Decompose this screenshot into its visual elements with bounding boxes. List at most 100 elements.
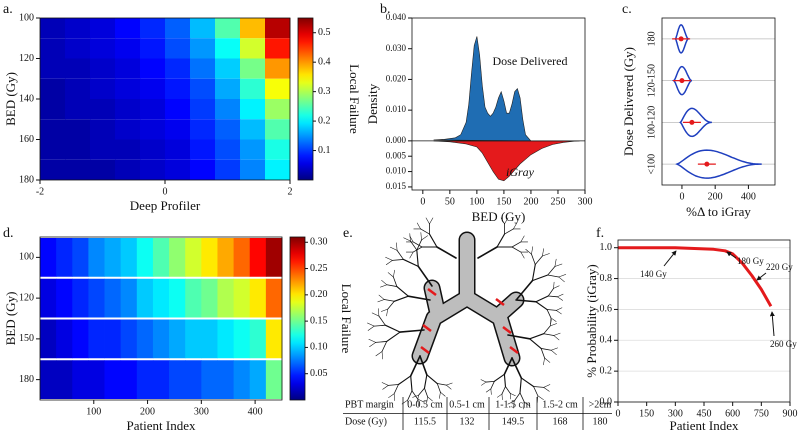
airway-branch [375, 351, 383, 357]
heatmap-cell [136, 278, 154, 318]
airway-branch [547, 295, 558, 298]
airway-branch [417, 398, 419, 407]
x-tick-label: 50 [445, 196, 455, 207]
heatmap-cell [217, 360, 234, 399]
airway-branch [556, 310, 562, 315]
colorbar-label: Local Failure [347, 64, 362, 134]
airway-branch [511, 241, 522, 248]
heatmap-cell [90, 99, 116, 120]
airway-branch [388, 393, 395, 398]
line [618, 246, 773, 308]
y-tick-label: 150 [19, 333, 34, 344]
airway-branch [540, 348, 545, 359]
airway-branch [550, 317, 557, 322]
airway-branch [543, 387, 550, 392]
heatmap-cell [165, 78, 191, 99]
table-cell: 1.5-2 cm [542, 399, 578, 410]
airway-branch [520, 251, 525, 259]
y-tick-label: 0.010 [386, 104, 407, 114]
airway-branch [407, 390, 413, 401]
airway-branch [375, 341, 388, 343]
airway-branch [501, 386, 506, 395]
airway-branch [503, 373, 507, 388]
heatmap-cell [190, 78, 216, 99]
heatmap-cell [115, 139, 141, 160]
airway-branch [534, 255, 543, 265]
margin-marker [509, 346, 519, 354]
airway-branch [520, 377, 535, 388]
colorbar-tick-label: 0.10 [310, 342, 328, 353]
y-tick-label: 100 [19, 12, 34, 23]
annotation: 140 Gy [640, 269, 667, 279]
panel-label: b. [380, 2, 391, 17]
airway-branch [547, 266, 556, 276]
airway-branch [387, 384, 399, 386]
x-tick-label: 0 [420, 196, 425, 207]
airway-branch [436, 383, 441, 393]
airway-branch [421, 235, 428, 241]
airway [413, 233, 523, 365]
heatmap-cell [115, 159, 141, 180]
airway-branch [380, 284, 388, 288]
plot-frame [661, 17, 776, 186]
airway-branch [425, 217, 430, 225]
heatmap-cell [233, 319, 251, 359]
x-tick-label: 250 [550, 196, 565, 207]
heatmap-cell [169, 238, 186, 277]
heatmap-cell [88, 319, 105, 359]
airway-branch [393, 269, 395, 278]
violin [675, 149, 762, 179]
airway-branch [554, 263, 563, 267]
x-tick-label: 750 [754, 408, 769, 419]
y-tick-label: 0.6 [600, 304, 613, 315]
colorbar-tick-label: 0.4 [318, 56, 331, 67]
airway-branch [424, 387, 429, 398]
heatmap-cell [40, 278, 57, 318]
heatmap-cell [265, 159, 291, 180]
x-tick-label: 100 [469, 196, 484, 207]
airway-branch [446, 382, 453, 386]
heatmap-cell [56, 319, 73, 359]
heatmap-cell [190, 38, 216, 59]
y-tick-label: 0.000 [386, 135, 407, 145]
median-dot [678, 36, 684, 42]
heatmap-cell [65, 119, 91, 140]
airway-branch [440, 391, 446, 397]
airway-branch [386, 308, 389, 317]
heatmap-cell [90, 38, 116, 59]
airway-branch [496, 233, 506, 248]
airway-branch [412, 241, 423, 248]
airway-branch [516, 279, 534, 300]
airway-branch [412, 394, 419, 398]
airway-branch [381, 382, 389, 386]
heatmap-cell [104, 360, 122, 399]
x-tick-label: 200 [140, 406, 155, 417]
heatmap-cell [115, 58, 141, 79]
airway-branch [423, 374, 428, 389]
heatmap-cell [165, 139, 191, 160]
series-label: Dose Delivered [493, 54, 568, 68]
airway-branch [515, 299, 537, 303]
heatmap-cell [65, 38, 91, 59]
heatmap-cell [40, 159, 66, 180]
panel-label: f. [596, 226, 604, 241]
airway-branch [547, 288, 554, 297]
airway-branch [511, 246, 522, 253]
heatmap-cell [240, 99, 266, 120]
airway-branch [543, 384, 551, 388]
heatmap-cell [215, 119, 241, 140]
y-tick-label: <100 [646, 154, 657, 175]
colorbar-tick-label: 0.3 [318, 86, 331, 97]
airway-branch [533, 386, 545, 388]
airway-branch [409, 355, 421, 377]
heatmap-cell [215, 159, 241, 180]
airway-branch [477, 246, 498, 259]
annotation-arrow [726, 251, 737, 259]
airway-branch [417, 394, 419, 402]
plot-frame [39, 236, 283, 401]
y-tick-label: 100-120 [646, 106, 657, 139]
airway-branch [385, 260, 393, 266]
airway-branch [409, 235, 414, 243]
airway-branch [409, 233, 411, 242]
